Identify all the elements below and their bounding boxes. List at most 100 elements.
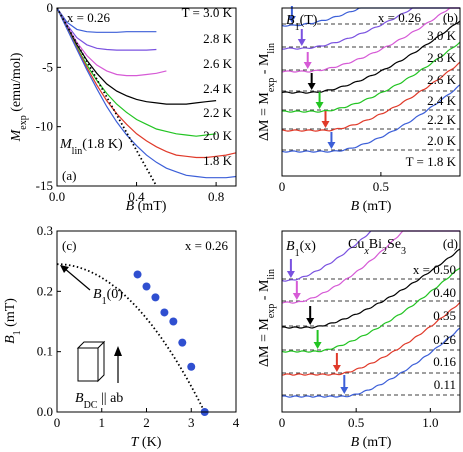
c-xtick-label-0: 0	[54, 415, 61, 430]
a-linear-fit-label: Mlin(1.8 K)	[59, 137, 123, 157]
a-series-label-2: 2.6 K	[203, 56, 233, 71]
b-series-label-6: T = 1.8 K	[406, 154, 457, 169]
c-xtick-label-1: 1	[99, 415, 106, 430]
a-axes-frame	[56, 7, 237, 187]
a-ytick-label-2: -10	[36, 119, 53, 134]
b-onset-arrow-3-head	[307, 83, 316, 90]
d-xlabel: B (mT)	[351, 435, 392, 450]
c-xtick-label-3: 3	[188, 415, 195, 430]
d-series-label-3: 0.26	[433, 332, 456, 347]
a-series-line-0	[56, 7, 157, 33]
b-series-label-2: 2.6 K	[427, 72, 457, 87]
b-series-line-2	[281, 7, 460, 73]
d-onset-arrow-1-head	[292, 293, 301, 300]
c-fit-curve	[57, 263, 206, 413]
b-series-line-4	[281, 41, 461, 113]
a-ytick-label-3: -15	[36, 178, 53, 193]
d-xtick-label-0: 0	[279, 415, 286, 430]
c-b0-arrow-head	[60, 265, 69, 273]
b-onset-arrow-5-head	[321, 121, 330, 128]
a-series-label-4: 2.2 K	[203, 105, 233, 120]
a-panel-label: (a)	[62, 168, 76, 183]
c-b0-arrow-shaft	[63, 267, 91, 291]
c-crystal-icon-front	[77, 347, 99, 382]
b-onset-arrow-4-head	[315, 102, 324, 109]
c-ytick-label-3: 0.3	[37, 223, 53, 238]
c-data-point-0	[133, 270, 142, 279]
c-ytick-label-0: 0.0	[37, 404, 53, 419]
b-xtick-label-1: 0.5	[373, 179, 389, 194]
b-series-label-5: 2.0 K	[427, 133, 457, 148]
c-data-point-2	[151, 293, 160, 302]
a-series-label-6: 1.8 K	[203, 153, 233, 168]
d-onset-arrow-0-head	[286, 271, 295, 278]
b-onset-arrow-0-head	[287, 16, 296, 23]
a-ylabel: Mexp (emu/mol)	[9, 52, 29, 142]
a-ytick-label-1: -5	[42, 59, 53, 74]
a-xtick-label-0: 0.0	[49, 189, 65, 204]
d-series-label-1: 0.40	[433, 285, 456, 300]
c-field-label: BDC || ab	[75, 391, 123, 411]
a-series-label-3: 2.4 K	[203, 81, 233, 96]
c-field-arrow-head	[114, 346, 122, 356]
a-xlabel: B (mT)	[126, 199, 167, 214]
d-ylabel: ΔM = Mexp - Mlin	[257, 269, 277, 367]
c-ytick-label-2: 0.2	[37, 283, 53, 298]
b-series-line-6	[281, 84, 461, 153]
a-series-line-5	[56, 7, 237, 159]
a-series-label-5: 2.0 K	[203, 128, 233, 143]
b-series-line-3	[281, 20, 461, 94]
a-series-label-1: 2.8 K	[203, 31, 233, 46]
d-onset-arrow-4-head	[332, 365, 341, 372]
d-onset-arrow-2-head	[306, 318, 315, 325]
c-ylabel: B1 (mT)	[3, 298, 23, 344]
d-series-label-5: 0.11	[434, 377, 456, 392]
d-series-label-0: x = 0.50	[413, 262, 456, 277]
c-data-point-1	[142, 282, 151, 291]
a-xtick-label-2: 0.8	[208, 189, 224, 204]
b-panel-label: (b)	[443, 10, 458, 25]
d-onset-arrow-5-head	[340, 387, 349, 394]
d-series-line-5	[281, 327, 461, 398]
c-data-point-5	[178, 338, 187, 347]
d-series-line-3	[281, 267, 461, 353]
b-axes-frame	[281, 7, 461, 177]
b-annotation: x = 0.26	[378, 10, 422, 25]
a-series-line-4	[56, 7, 217, 137]
d-xtick-label-2: 1.0	[422, 415, 438, 430]
d-panel-label: (d)	[443, 236, 458, 251]
b-ylabel: ΔM = Mexp - Mlin	[257, 43, 277, 141]
b-series-line-5	[281, 61, 461, 132]
b-xtick-label-0: 0	[279, 179, 286, 194]
c-fit-label: B1(0)	[93, 287, 123, 307]
c-data-point-6	[187, 362, 196, 371]
c-panel-label: (c)	[62, 238, 76, 253]
b-xlabel: B (mT)	[351, 199, 392, 214]
a-series-line-6	[56, 7, 237, 179]
c-data-point-4	[169, 317, 178, 326]
d-series-line-4	[281, 301, 461, 376]
d-series-label-2: 0.35	[433, 308, 456, 323]
a-xtick-label-1: 0.4	[128, 189, 145, 204]
d-axes-frame	[281, 230, 461, 413]
c-xlabel: T (K)	[131, 435, 162, 450]
c-data-point-3	[160, 308, 169, 317]
d-marker-label: B1(x)	[286, 239, 316, 259]
c-ytick-label-1: 0.1	[37, 344, 53, 359]
c-axes-frame	[56, 230, 237, 413]
b-series-label-1: 2.8 K	[427, 50, 457, 65]
d-series-label-4: 0.16	[433, 354, 456, 369]
c-xtick-label-4: 4	[233, 415, 240, 430]
d-onset-arrow-3-head	[313, 342, 322, 349]
d-xtick-label-1: 0.5	[348, 415, 364, 430]
c-annotation: x = 0.26	[185, 238, 229, 253]
b-series-label-0: 3.0 K	[427, 28, 457, 43]
b-onset-arrow-2-head	[303, 62, 312, 69]
c-xtick-label-2: 2	[143, 415, 150, 430]
c-crystal-icon-side	[76, 340, 106, 383]
a-ytick-label-0: 0	[47, 0, 54, 15]
b-series-label-4: 2.2 K	[427, 112, 457, 127]
b-onset-arrow-1-head	[297, 39, 306, 46]
a-series-line-3	[56, 7, 217, 105]
